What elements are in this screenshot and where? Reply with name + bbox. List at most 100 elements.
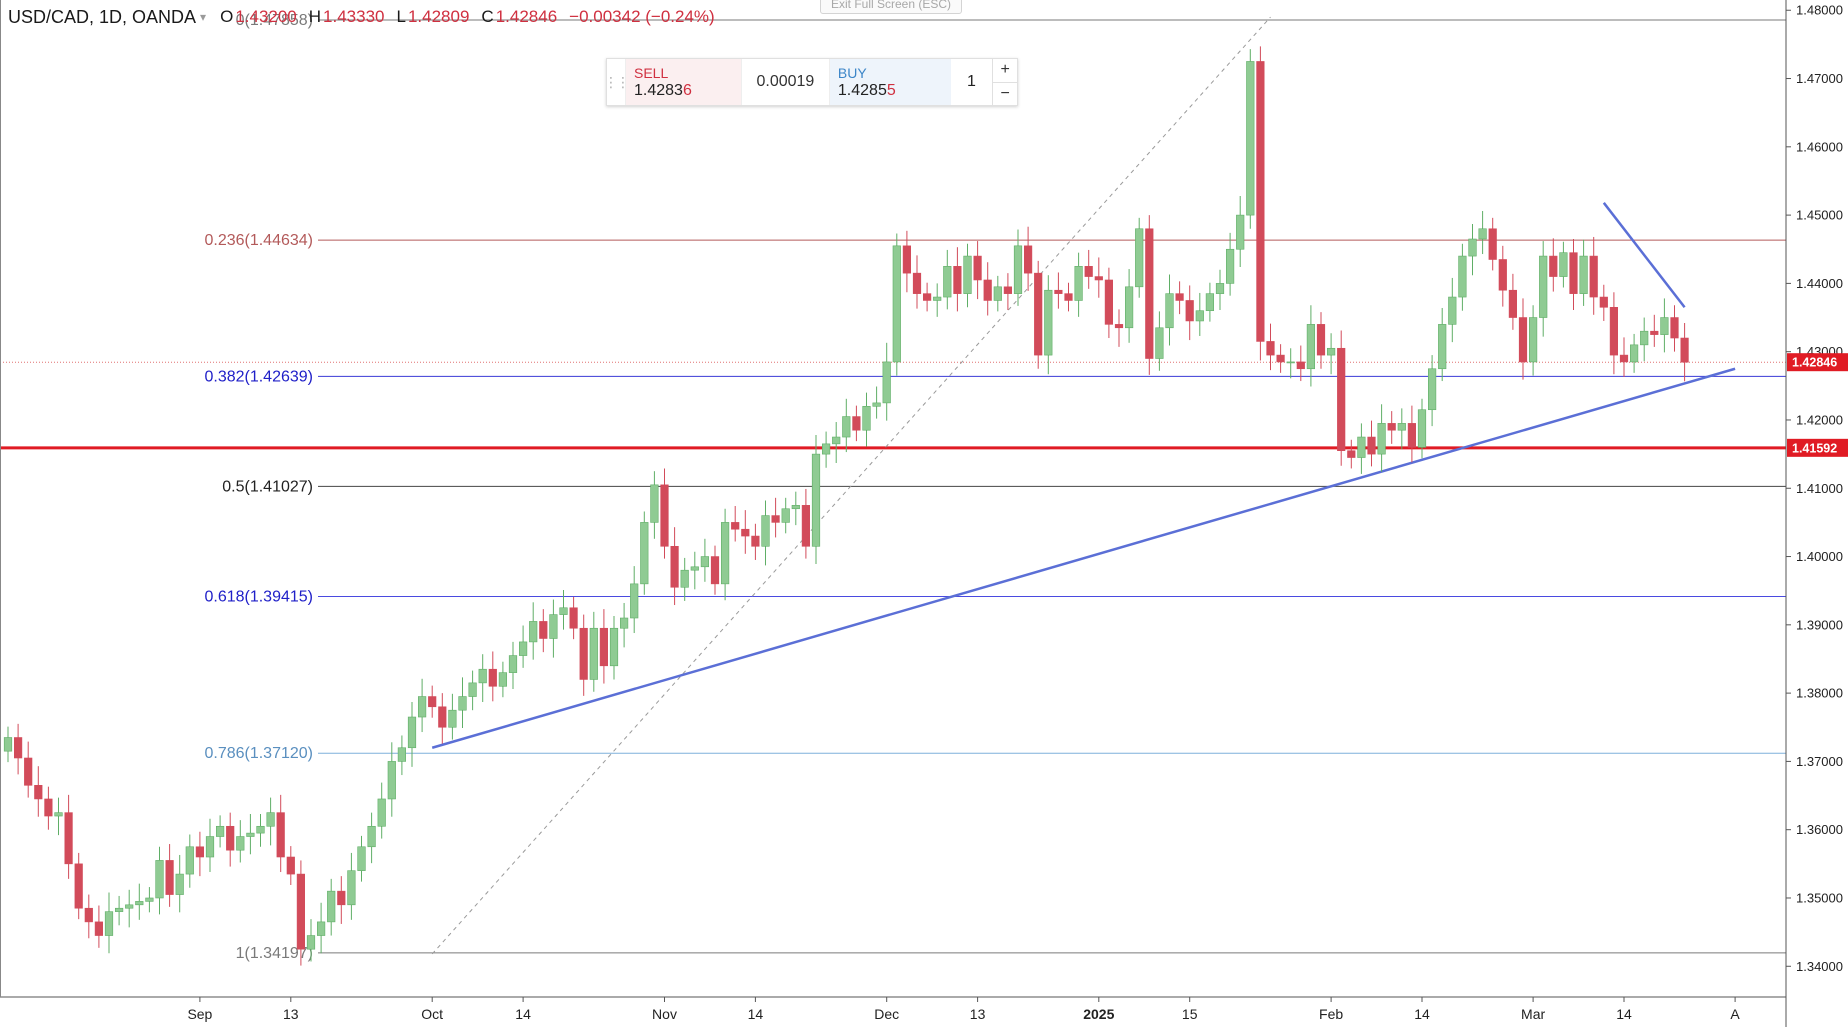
candle-body-5 xyxy=(54,812,63,817)
candle-body-150 xyxy=(1518,317,1528,363)
candle-body-139 xyxy=(1407,423,1416,448)
candle-body-143 xyxy=(1448,296,1457,325)
candle-body-11 xyxy=(115,907,124,912)
candle-body-26 xyxy=(266,812,275,827)
candle-body-93 xyxy=(943,266,952,298)
candle-body-137 xyxy=(1387,423,1396,431)
change-value: −0.00342 (−0.24%) xyxy=(569,7,715,26)
candle-body-8 xyxy=(84,907,93,923)
open-value: 1.43200 xyxy=(235,7,297,26)
candle-body-103 xyxy=(1044,289,1053,356)
candle-body-13 xyxy=(135,901,144,906)
candle-body-91 xyxy=(922,293,932,301)
x-tick-label-2: Oct xyxy=(421,1006,443,1022)
candle-body-12 xyxy=(125,904,134,909)
candle-body-40 xyxy=(407,716,417,749)
candle-body-49 xyxy=(498,672,508,687)
candle-body-133 xyxy=(1347,450,1356,458)
candle-body-52 xyxy=(529,621,538,643)
candle-body-107 xyxy=(1084,266,1093,277)
fibonacci-retracement[interactable]: 0(1.47858) 0.236(1.44634) 0.382(1.42639) 0.… xyxy=(0,12,1786,962)
candle-body-57 xyxy=(579,627,588,680)
candle-body-20 xyxy=(205,836,215,858)
candle-body-72 xyxy=(731,522,740,530)
symbol-title[interactable]: USD/CAD, 1D, OANDA xyxy=(8,6,197,27)
candle-body-71 xyxy=(720,522,730,585)
y-tick-label-6: 1.42000 xyxy=(1796,412,1843,427)
candle-body-158 xyxy=(1599,296,1608,308)
candle-body-18 xyxy=(185,846,194,875)
candlestick-series xyxy=(3,46,1689,966)
candle-body-146 xyxy=(1478,228,1487,240)
candle-body-121 xyxy=(1226,248,1235,284)
candle-body-41 xyxy=(417,696,427,718)
candle-body-122 xyxy=(1236,214,1245,250)
candle-body-145 xyxy=(1468,238,1477,257)
y-tick-label-10: 1.38000 xyxy=(1796,686,1843,701)
trendline-1 xyxy=(431,367,1736,749)
candle-body-31 xyxy=(316,921,326,936)
candle-body-129 xyxy=(1306,324,1315,370)
candle-body-84 xyxy=(852,416,861,431)
candle-body-15 xyxy=(155,860,164,899)
candle-body-116 xyxy=(1175,293,1184,301)
chevron-down-icon[interactable]: ▾ xyxy=(200,10,207,24)
fib-level-label-3: 0.5(1.41027) xyxy=(222,478,313,495)
candle-body-135 xyxy=(1367,436,1376,455)
candle-body-36 xyxy=(367,825,376,848)
y-tick-label-8: 1.40000 xyxy=(1796,549,1843,564)
candle-body-157 xyxy=(1589,255,1598,298)
y-tick-label-4: 1.44000 xyxy=(1796,276,1843,291)
candle-body-114 xyxy=(1155,327,1164,359)
candle-body-86 xyxy=(872,402,881,407)
candle-body-120 xyxy=(1215,283,1225,294)
candle-body-162 xyxy=(1640,330,1649,346)
decrement-button[interactable]: − xyxy=(1000,84,1010,102)
candle-body-151 xyxy=(1529,317,1538,363)
buy-button[interactable]: BUY 1.42855 xyxy=(829,59,951,105)
x-tick-label-11: 14 xyxy=(1414,1006,1430,1022)
trendlines[interactable] xyxy=(431,16,1736,955)
y-tick-label-7: 1.41000 xyxy=(1796,481,1843,496)
fib-level-label-5: 0.786(1.37120) xyxy=(204,745,313,762)
candle-body-21 xyxy=(216,825,225,837)
x-tick-label-12: Mar xyxy=(1521,1006,1545,1022)
candle-body-98 xyxy=(993,286,1002,301)
candle-body-123 xyxy=(1246,61,1255,216)
fib-level-label-2: 0.382(1.42639) xyxy=(204,368,313,385)
increment-button[interactable]: + xyxy=(993,59,1017,83)
candle-body-89 xyxy=(902,245,911,274)
candle-body-27 xyxy=(276,812,285,858)
sell-button[interactable]: SELL 1.42836 xyxy=(626,59,741,105)
x-tick-label-4: Nov xyxy=(652,1006,677,1022)
low-label: L xyxy=(396,7,406,26)
candle-body-155 xyxy=(1569,252,1578,294)
drag-handle-icon[interactable]: ⋮⋮ xyxy=(604,59,630,105)
candle-body-106 xyxy=(1074,266,1083,301)
candle-body-50 xyxy=(508,655,518,673)
candle-body-109 xyxy=(1104,279,1113,325)
fib-level-label-0: 0(1.47858) xyxy=(236,12,313,29)
candle-body-102 xyxy=(1034,272,1043,356)
buy-label: BUY xyxy=(837,65,867,81)
quantity-stepper[interactable]: + − xyxy=(992,59,1017,105)
quantity-input[interactable]: 1 xyxy=(967,73,976,90)
candle-body-59 xyxy=(599,627,608,667)
candle-body-65 xyxy=(660,484,669,547)
candle-body-64 xyxy=(650,484,659,523)
buy-price: 1.42855 xyxy=(837,82,896,99)
candle-body-44 xyxy=(448,709,457,728)
candle-body-101 xyxy=(1024,245,1033,274)
candle-body-115 xyxy=(1165,293,1174,329)
support-price-badge-bg xyxy=(1787,438,1848,457)
candle-body-3 xyxy=(34,785,43,800)
candle-body-48 xyxy=(488,668,497,687)
candle-body-159 xyxy=(1609,306,1618,356)
candle-body-163 xyxy=(1650,330,1659,335)
candle-body-7 xyxy=(74,863,83,909)
candle-body-46 xyxy=(468,682,477,697)
exit-fullscreen-button[interactable]: Exit Full Screen (ESC) xyxy=(820,0,963,14)
high-label: H xyxy=(308,7,322,26)
